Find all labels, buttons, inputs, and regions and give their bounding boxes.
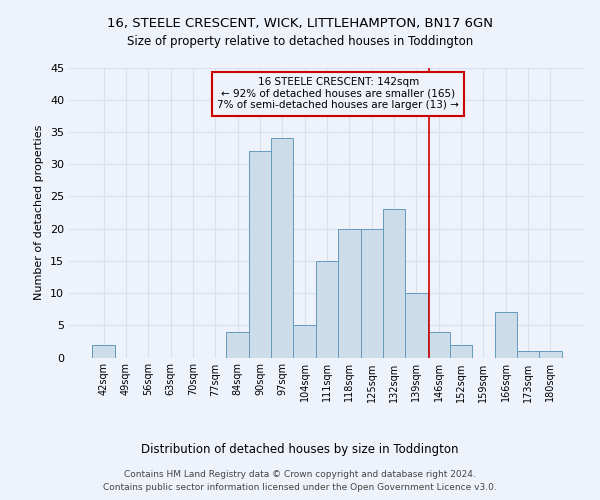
Bar [226,332,249,357]
Bar [361,228,383,358]
Text: Contains public sector information licensed under the Open Government Licence v3: Contains public sector information licen… [103,482,497,492]
Bar [450,344,472,358]
Bar [539,351,562,358]
Bar [316,261,338,358]
Bar [428,332,450,357]
Text: Distribution of detached houses by size in Toddington: Distribution of detached houses by size … [141,442,459,456]
Bar [293,326,316,358]
Bar [383,210,405,358]
Bar [92,344,115,358]
Text: Contains HM Land Registry data © Crown copyright and database right 2024.: Contains HM Land Registry data © Crown c… [124,470,476,479]
Bar [249,152,271,358]
Bar [338,228,361,358]
Bar [517,351,539,358]
Bar [494,312,517,358]
Bar [405,293,428,358]
Y-axis label: Number of detached properties: Number of detached properties [34,125,44,300]
Bar [271,138,293,358]
Text: 16 STEELE CRESCENT: 142sqm
← 92% of detached houses are smaller (165)
7% of semi: 16 STEELE CRESCENT: 142sqm ← 92% of deta… [217,77,459,110]
Text: 16, STEELE CRESCENT, WICK, LITTLEHAMPTON, BN17 6GN: 16, STEELE CRESCENT, WICK, LITTLEHAMPTON… [107,18,493,30]
Text: Size of property relative to detached houses in Toddington: Size of property relative to detached ho… [127,35,473,48]
